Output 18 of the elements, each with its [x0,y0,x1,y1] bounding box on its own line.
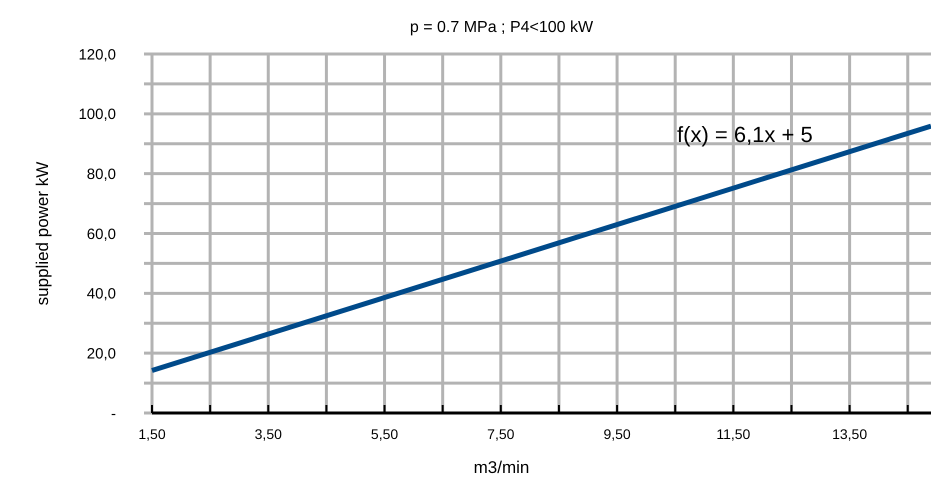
y-tick-label: 60,0 [86,226,116,243]
y-tick-label: 80,0 [86,166,116,183]
y-tick-label: 20,0 [86,345,116,362]
x-tick-label: 9,50 [603,426,631,442]
y-tick-label: 40,0 [86,286,116,303]
annotation: f(x) = 6,1x + 5 [677,122,813,147]
x-tick-label: 11,50 [716,426,751,442]
chart-title: p = 0.7 MPa ; P4<100 kW [410,19,594,36]
y-tick-label: 100,0 [78,106,116,124]
x-tick-label: 5,50 [370,426,398,442]
x-axis-title: m3/min [474,458,530,477]
x-tick-label: 7,50 [487,426,515,442]
x-tick-label: 1,50 [138,426,166,442]
y-tick-label: 120,0 [78,46,116,64]
y-tick-label: - [111,405,116,422]
x-tick-label: 3,50 [254,426,282,442]
y-axis-title: supplied power kW [33,162,52,306]
x-tick-label: 13,50 [832,426,868,442]
